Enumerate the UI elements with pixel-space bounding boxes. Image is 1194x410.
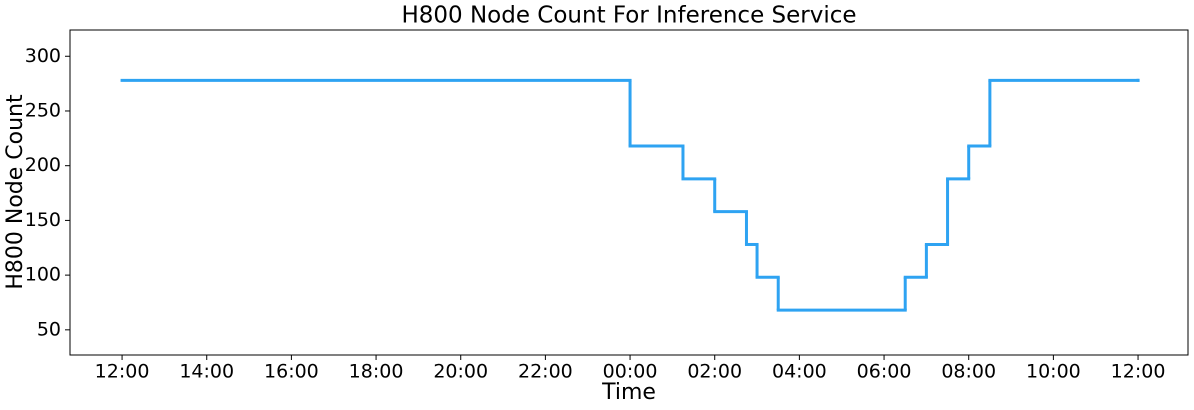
y-tick-label: 300 (25, 45, 61, 67)
y-axis-label: H800 Node Count (3, 94, 28, 290)
y-tick-label: 200 (25, 154, 61, 176)
x-tick-label: 08:00 (941, 361, 996, 383)
x-tick-label: 00:00 (603, 361, 658, 383)
x-tick-label: 16:00 (264, 361, 319, 383)
x-tick-label: 04:00 (772, 361, 827, 383)
chart-title: H800 Node Count For Inference Service (401, 3, 856, 29)
y-tick-label: 250 (25, 99, 61, 121)
plot-frame (69, 29, 1189, 356)
x-tick-label: 20:00 (433, 361, 488, 383)
y-tick-label: 50 (37, 318, 61, 340)
x-tick-label: 12:00 (1111, 361, 1166, 383)
y-tick-label: 150 (25, 209, 61, 231)
x-tick-label: 10:00 (1026, 361, 1081, 383)
x-tick-label: 02:00 (687, 361, 742, 383)
x-tick-label: 12:00 (95, 361, 150, 383)
x-tick-label: 18:00 (349, 361, 404, 383)
x-tick-label: 06:00 (857, 361, 912, 383)
y-tick-label: 100 (25, 264, 61, 286)
x-tick-label: 14:00 (179, 361, 234, 383)
x-axis-label: Time (601, 380, 656, 405)
x-tick-label: 22:00 (518, 361, 573, 383)
